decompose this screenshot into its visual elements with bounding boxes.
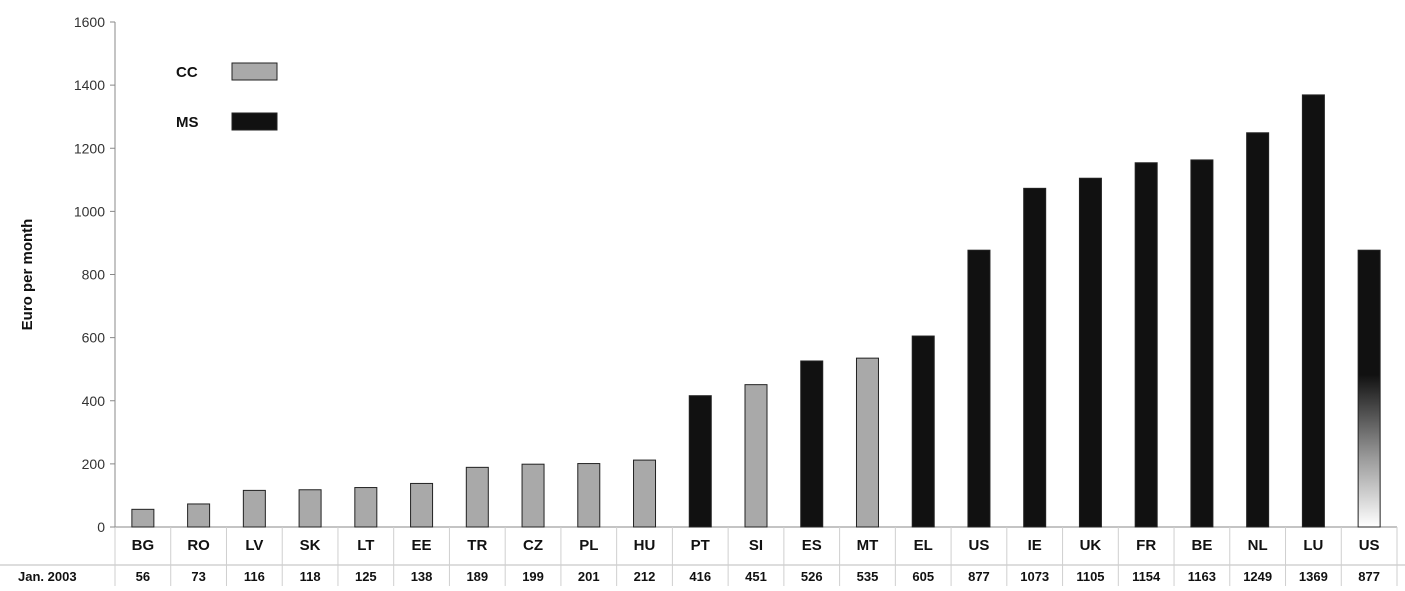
category-label: US [1359, 537, 1380, 554]
legend-label-cc: CC [176, 64, 198, 81]
bar-ee [410, 482, 434, 528]
value-label: 125 [355, 569, 377, 584]
bar-sk [298, 489, 322, 528]
category-label: LV [245, 537, 263, 554]
category-label: CZ [523, 537, 543, 554]
legend-swatch-cc [231, 62, 278, 81]
bar-nl [1246, 132, 1270, 528]
value-label: 451 [745, 569, 767, 584]
bar-ie [1023, 187, 1047, 528]
value-label: 877 [968, 569, 990, 584]
category-label: HU [634, 537, 656, 554]
bar-el [911, 335, 935, 528]
category-label: FR [1136, 537, 1156, 554]
bar-lu [1301, 94, 1325, 528]
category-label: LU [1303, 537, 1323, 554]
bar-tr [465, 466, 489, 528]
category-label: SI [749, 537, 763, 554]
bar-bg [131, 508, 155, 528]
legend-label-ms: MS [176, 114, 199, 131]
value-label: 56 [136, 569, 150, 584]
value-label: 199 [522, 569, 544, 584]
category-label: BE [1191, 537, 1212, 554]
bar-mt [855, 357, 879, 528]
bar-fr [1134, 162, 1158, 528]
legend-swatch-ms [231, 112, 278, 131]
category-label: PT [691, 537, 710, 554]
category-label: NL [1248, 537, 1268, 554]
category-label: LT [357, 537, 374, 554]
y-tick-label: 600 [82, 330, 106, 346]
value-label: 535 [857, 569, 879, 584]
legend: CC MS [176, 62, 278, 131]
category-label: US [969, 537, 990, 554]
y-ticks: 0 200 400 600 800 1000 1200 1400 1600 Euro per mo… [19, 14, 115, 535]
value-label: 118 [300, 569, 321, 584]
bar-lt [354, 487, 378, 528]
value-label: 116 [244, 569, 265, 584]
value-label: 1154 [1132, 569, 1161, 584]
value-label: 526 [801, 569, 823, 584]
value-labels: 56 73 116 118 125 138 189 199 201 212 416 451 526 535… [18, 569, 1380, 584]
value-label: 138 [411, 569, 433, 584]
category-label: MT [857, 537, 879, 554]
bar-ro [187, 503, 211, 528]
category-label: IE [1028, 537, 1042, 554]
value-label: 1249 [1243, 569, 1272, 584]
value-label: 212 [634, 569, 656, 584]
value-label: 1369 [1299, 569, 1328, 584]
category-label: BG [132, 537, 155, 554]
bar-hu [633, 459, 657, 528]
bar-us [967, 249, 991, 528]
value-label: 73 [191, 569, 205, 584]
category-label: TR [467, 537, 487, 554]
bar-es [800, 360, 824, 528]
y-tick-label: 1200 [74, 140, 105, 156]
category-label: EE [412, 537, 432, 554]
table-row-label: Jan. 2003 [18, 569, 77, 584]
value-label: 1073 [1020, 569, 1049, 584]
category-label: ES [802, 537, 822, 554]
bar-si [744, 384, 768, 528]
value-label: 201 [578, 569, 600, 584]
y-tick-label: 200 [82, 456, 106, 472]
category-label: SK [300, 537, 321, 554]
y-axis-label: Euro per month [19, 219, 36, 331]
category-label: EL [914, 537, 933, 554]
bar-cz [521, 463, 545, 528]
bars [131, 94, 1381, 528]
category-label: PL [579, 537, 598, 554]
value-label: 877 [1358, 569, 1380, 584]
category-label: RO [187, 537, 210, 554]
value-label: 605 [912, 569, 934, 584]
value-label: 189 [466, 569, 488, 584]
y-tick-label: 800 [82, 267, 106, 283]
bar-lv [242, 489, 266, 528]
bar-pt [688, 395, 712, 528]
y-tick-label: 400 [82, 393, 106, 409]
category-labels: BG RO LV SK LT EE TR CZ PL HU PT SI ES MT EL US IE UK FR BE… [132, 537, 1380, 554]
axes [0, 22, 1405, 586]
value-label: 416 [689, 569, 711, 584]
y-tick-label: 1000 [74, 203, 105, 219]
value-label: 1105 [1076, 569, 1104, 584]
category-label: UK [1080, 537, 1102, 554]
bar-uk [1078, 177, 1102, 528]
value-label: 1163 [1188, 569, 1216, 584]
bar-us [1357, 249, 1381, 528]
bar-pl [577, 463, 601, 528]
y-tick-label: 1600 [74, 14, 105, 30]
y-tick-label: 1400 [74, 77, 105, 93]
y-tick-label: 0 [97, 519, 105, 535]
bar-be [1190, 159, 1214, 528]
